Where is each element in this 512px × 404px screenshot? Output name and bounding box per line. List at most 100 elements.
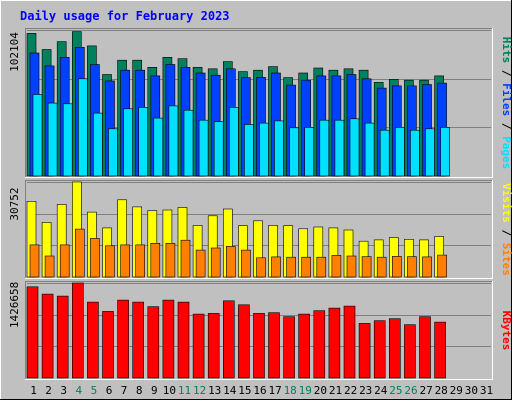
x-tick-day-9: 9 [151, 384, 158, 397]
bar-pages-day-17 [274, 120, 284, 177]
x-tick-day-31: 31 [480, 384, 493, 397]
bar-kbytes-day-4 [72, 282, 84, 379]
panel-legend: Visits / Sites [500, 183, 512, 276]
x-axis-labels: 1 2 3 4 5 6 7 8 9 10 11 12 13 14 15 16 17 18 19 20 21 22 23 24 2… [30, 384, 493, 397]
x-tick-day-13: 13 [208, 384, 221, 397]
bar-pages-day-13 [213, 121, 224, 177]
bar-kbytes-day-1 [26, 286, 39, 379]
x-tick-day-7: 7 [121, 384, 128, 397]
bar-sites-day-5 [90, 238, 100, 278]
bar-pages-day-20 [319, 119, 330, 177]
bar-sites-day-1 [29, 244, 40, 278]
bar-kbytes-day-13 [207, 313, 220, 379]
x-tick-day-29: 29 [450, 384, 463, 397]
y-max-label: 30752 [8, 187, 21, 220]
bar-pages-day-10 [168, 105, 179, 177]
bar-kbytes-day-11 [177, 301, 190, 379]
bar-pages-day-7 [123, 108, 133, 177]
bar-kbytes-day-22 [343, 305, 356, 379]
bar-kbytes-day-3 [56, 295, 69, 379]
legend-part: Sites [500, 243, 512, 276]
bar-kbytes-day-7 [117, 299, 129, 379]
bar-kbytes-day-5 [87, 301, 99, 379]
x-tick-day-27: 27 [419, 384, 432, 397]
x-tick-day-20: 20 [314, 384, 327, 397]
bar-sites-day-8 [135, 244, 145, 278]
bar-kbytes-day-20 [313, 310, 326, 379]
bar-sites-day-3 [59, 244, 70, 278]
bar-sites-day-16 [256, 257, 266, 278]
bar-sites-day-14 [226, 246, 236, 278]
x-tick-day-5: 5 [91, 384, 98, 397]
bar-pages-day-28 [440, 127, 450, 177]
bar-sites-day-11 [180, 239, 191, 278]
x-tick-day-11: 11 [178, 384, 191, 397]
x-tick-day-23: 23 [359, 384, 372, 397]
panel-hits-files-pages: 102104 Hits / Files / Pages [8, 28, 512, 178]
bar-kbytes-day-16 [253, 313, 265, 379]
panel-legend: KBytes [500, 311, 512, 351]
bar-sites-day-13 [210, 247, 221, 278]
bar-kbytes-day-17 [268, 312, 280, 379]
bar-pages-day-27 [425, 128, 435, 177]
bar-sites-day-24 [376, 256, 387, 278]
bar-sites-day-7 [120, 244, 130, 278]
bar-sites-day-12 [195, 249, 206, 278]
bar-kbytes-day-8 [132, 301, 144, 379]
bar-pages-day-14 [229, 107, 239, 177]
bar-pages-day-6 [108, 128, 118, 177]
bar-sites-day-23 [361, 256, 372, 278]
bar-sites-day-27 [422, 256, 432, 278]
bar-kbytes-day-26 [404, 324, 416, 379]
bar-pages-day-22 [349, 118, 360, 177]
bar-kbytes-day-24 [373, 320, 386, 379]
x-tick-day-19: 19 [299, 384, 312, 397]
bar-sites-day-4 [75, 228, 85, 278]
panel-legend: Hits / Files / Pages [500, 37, 512, 170]
panel-visits-sites: 30752 Visits / Sites [8, 180, 512, 279]
panels-group: 102104 Hits / Files / Pages 30752 Visits / … [8, 28, 512, 380]
bar-kbytes-day-14 [223, 300, 235, 379]
bar-pages-day-4 [78, 78, 88, 177]
x-tick-day-15: 15 [238, 384, 251, 397]
x-tick-day-4: 4 [75, 384, 82, 397]
x-tick-day-6: 6 [106, 384, 113, 397]
bar-kbytes-day-25 [388, 318, 401, 379]
bar-sites-day-18 [286, 256, 296, 278]
bar-pages-day-8 [138, 107, 148, 177]
legend-part: KBytes [500, 311, 512, 351]
x-tick-day-18: 18 [284, 384, 297, 397]
x-tick-day-2: 2 [45, 384, 52, 397]
bar-pages-day-11 [183, 109, 194, 177]
bar-sites-day-17 [271, 256, 281, 278]
bar-sites-day-19 [301, 256, 312, 278]
legend-part: / [500, 116, 512, 136]
bar-kbytes-day-15 [238, 304, 250, 379]
bar-pages-day-26 [410, 129, 420, 177]
bar-pages-day-18 [289, 127, 299, 177]
bar-kbytes-day-6 [102, 311, 114, 379]
bar-pages-day-1 [32, 94, 43, 177]
bar-pages-day-24 [379, 129, 390, 177]
x-tick-day-21: 21 [329, 384, 342, 397]
bar-pages-day-16 [259, 122, 269, 177]
x-tick-day-16: 16 [253, 384, 266, 397]
legend-part: Pages [500, 136, 512, 169]
x-tick-day-10: 10 [163, 384, 176, 397]
x-tick-day-28: 28 [435, 384, 448, 397]
bar-sites-day-2 [44, 255, 55, 278]
legend-part: / [500, 223, 512, 243]
legend-part: Hits [500, 37, 512, 64]
x-tick-day-26: 26 [404, 384, 417, 397]
x-tick-day-8: 8 [136, 384, 143, 397]
x-tick-day-25: 25 [389, 384, 402, 397]
bar-kbytes-day-9 [147, 306, 160, 379]
bar-kbytes-day-23 [358, 323, 371, 379]
bar-pages-day-2 [47, 102, 58, 177]
bar-sites-day-15 [241, 249, 251, 278]
bar-sites-day-26 [407, 256, 417, 278]
bar-sites-day-20 [316, 256, 327, 278]
legend-part: Files [500, 83, 512, 116]
bar-sites-day-22 [346, 255, 357, 278]
